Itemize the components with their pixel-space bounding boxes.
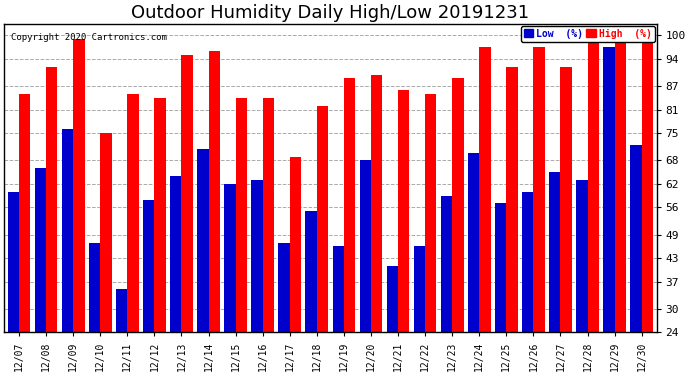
Bar — [533, 47, 545, 332]
Bar — [642, 39, 653, 332]
Bar — [576, 180, 587, 332]
Text: Copyright 2020 Cartronics.com: Copyright 2020 Cartronics.com — [10, 33, 166, 42]
Bar — [344, 78, 355, 332]
Bar — [603, 47, 615, 332]
Bar — [224, 184, 235, 332]
Bar — [8, 192, 19, 332]
Bar — [317, 106, 328, 332]
Bar — [19, 94, 30, 332]
Bar — [359, 160, 371, 332]
Bar — [181, 55, 193, 332]
Bar — [371, 75, 382, 332]
Bar — [495, 204, 506, 332]
Bar — [587, 36, 599, 332]
Bar — [306, 211, 317, 332]
Bar — [549, 172, 560, 332]
Bar — [615, 36, 626, 332]
Bar — [89, 243, 100, 332]
Bar — [414, 246, 425, 332]
Bar — [560, 67, 572, 332]
Bar — [155, 98, 166, 332]
Bar — [441, 196, 452, 332]
Bar — [73, 39, 85, 332]
Bar — [100, 133, 112, 332]
Bar — [480, 47, 491, 332]
Bar — [333, 246, 344, 332]
Bar — [116, 290, 128, 332]
Bar — [128, 94, 139, 332]
Bar — [263, 98, 274, 332]
Bar — [278, 243, 290, 332]
Bar — [468, 153, 480, 332]
Bar — [208, 51, 220, 332]
Bar — [452, 78, 464, 332]
Legend: Low  (%), High  (%): Low (%), High (%) — [521, 26, 655, 42]
Bar — [251, 180, 263, 332]
Bar — [235, 98, 247, 332]
Bar — [630, 145, 642, 332]
Bar — [290, 157, 301, 332]
Bar — [62, 129, 73, 332]
Bar — [386, 266, 398, 332]
Bar — [425, 94, 437, 332]
Bar — [170, 176, 181, 332]
Bar — [197, 149, 208, 332]
Title: Outdoor Humidity Daily High/Low 20191231: Outdoor Humidity Daily High/Low 20191231 — [131, 4, 529, 22]
Bar — [34, 168, 46, 332]
Bar — [143, 200, 155, 332]
Bar — [522, 192, 533, 332]
Bar — [46, 67, 57, 332]
Bar — [398, 90, 409, 332]
Bar — [506, 67, 518, 332]
